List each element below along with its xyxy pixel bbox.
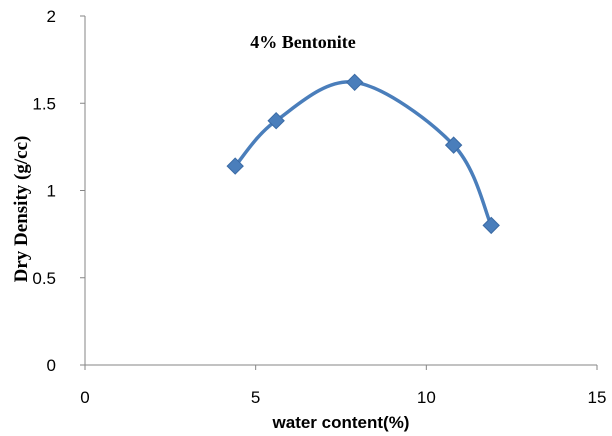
axis-ticks: 0 0.5 1 1.5 2 0 5 10 15	[32, 7, 606, 407]
y-tick-label: 0.5	[32, 269, 56, 288]
x-axis-label: water content(%)	[272, 413, 410, 432]
data-point-marker	[267, 111, 285, 130]
y-tick-label: 0	[47, 356, 56, 375]
chart-title: 4% Bentonite	[250, 32, 356, 52]
series-group	[226, 73, 500, 235]
y-tick-label: 2	[47, 7, 56, 26]
y-tick-label: 1	[47, 182, 56, 201]
x-tick-label: 0	[80, 388, 89, 407]
axes	[84, 16, 597, 366]
y-tick-label: 1.5	[32, 94, 56, 113]
data-point-marker	[226, 157, 244, 175]
x-tick-label: 10	[417, 388, 436, 407]
data-point-marker	[345, 73, 364, 92]
series-line	[233, 80, 493, 228]
x-tick-label: 5	[251, 388, 260, 407]
data-point-marker	[444, 136, 463, 154]
x-tick-label: 15	[588, 388, 607, 407]
y-axis-label: Dry Density (g/cc)	[11, 136, 32, 283]
data-point-marker	[482, 216, 500, 235]
